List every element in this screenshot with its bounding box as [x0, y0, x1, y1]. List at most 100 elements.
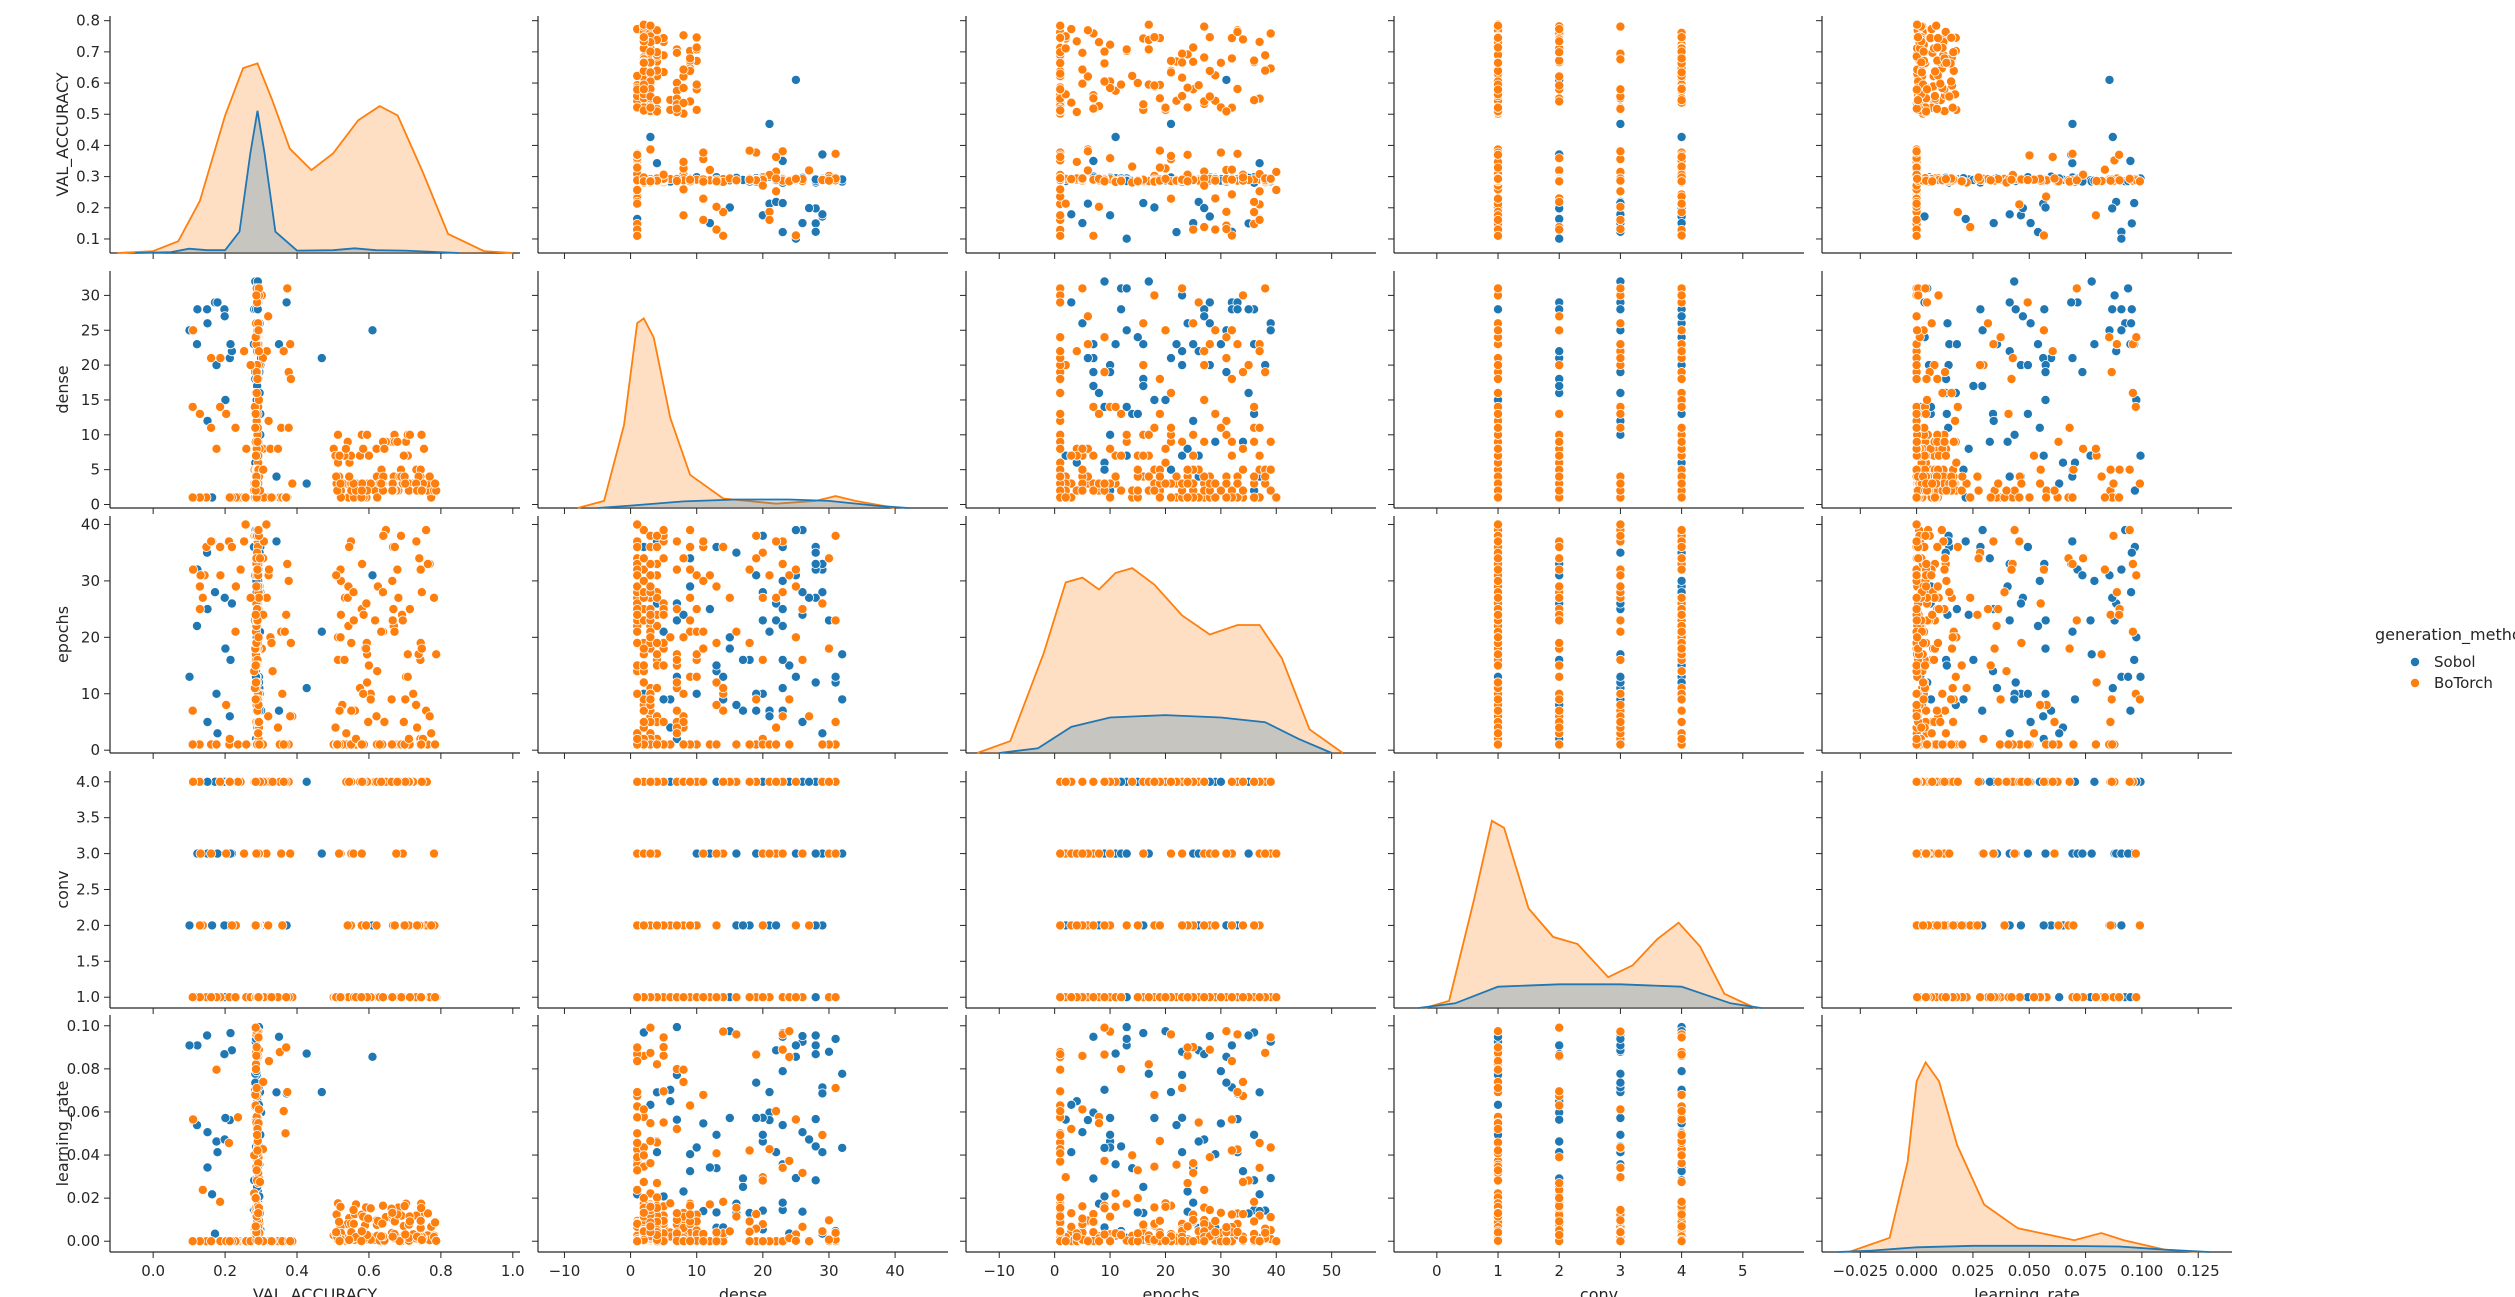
- scatter-point-botorch: [1154, 93, 1165, 104]
- scatter-point-botorch: [2041, 492, 2052, 503]
- scatter-point-botorch: [2024, 150, 2035, 161]
- scatter-point-botorch: [403, 733, 414, 744]
- scatter-point-botorch: [1975, 360, 1986, 371]
- scatter-point-botorch: [1615, 318, 1626, 329]
- panel-dense-vs-epochs: [960, 271, 1376, 514]
- scatter-point-botorch: [363, 717, 374, 728]
- scatter-point-botorch: [250, 478, 261, 489]
- scatter-point-botorch: [678, 210, 689, 221]
- scatter-point-botorch: [252, 564, 263, 575]
- scatter-point-botorch: [1993, 478, 2004, 489]
- y-tick-label: 0: [90, 496, 100, 514]
- scatter-point-botorch: [2024, 492, 2035, 503]
- scatter-point-botorch: [1493, 408, 1504, 419]
- scatter-point-sobol: [2038, 450, 2049, 461]
- y-tick-label: 15: [81, 391, 100, 409]
- scatter-point-botorch: [632, 162, 643, 173]
- scatter-point-botorch: [2029, 450, 2040, 461]
- scatter-point-botorch: [1188, 42, 1199, 53]
- scatter-point-botorch: [411, 536, 422, 547]
- scatter-point-sobol: [1977, 525, 1988, 536]
- scatter-point-botorch: [1615, 422, 1626, 433]
- scatter-point-botorch: [678, 156, 689, 167]
- scatter-point-botorch: [2134, 478, 2145, 489]
- scatter-point-sobol: [316, 626, 327, 637]
- scatter-point-sobol: [1243, 387, 1254, 398]
- scatter-point-botorch: [1238, 172, 1249, 183]
- scatter-point-botorch: [632, 519, 643, 530]
- scatter-point-botorch: [632, 198, 643, 209]
- scatter-point-sobol: [1099, 464, 1110, 475]
- scatter-point-botorch: [1493, 492, 1504, 503]
- scatter-point-botorch: [678, 64, 689, 75]
- y-axis-label-VAL_ACCURACY: VAL_ACCURACY: [53, 72, 73, 197]
- scatter-point-botorch: [1143, 44, 1154, 55]
- scatter-point-botorch: [665, 632, 676, 643]
- scatter-point-botorch: [1931, 20, 1942, 31]
- scatter-point-botorch: [1071, 107, 1082, 118]
- scatter-point-botorch: [404, 604, 415, 615]
- scatter-point-botorch: [1238, 464, 1249, 475]
- scatter-point-botorch: [421, 525, 432, 536]
- scatter-point-botorch: [2124, 464, 2135, 475]
- scatter-point-sobol: [2126, 587, 2137, 598]
- scatter-point-botorch: [1055, 173, 1066, 184]
- scatter-point-botorch: [251, 387, 262, 398]
- scatter-point-botorch: [1978, 733, 1989, 744]
- scatter-point-botorch: [1182, 492, 1193, 503]
- scatter-point-sobol: [301, 776, 312, 787]
- scatter-point-botorch: [1931, 103, 1942, 114]
- y-tick-label: 0: [90, 741, 100, 759]
- scatter-point-botorch: [671, 677, 682, 688]
- scatter-point-botorch: [731, 626, 742, 637]
- scatter-point-botorch: [1094, 37, 1105, 48]
- scatter-point-botorch: [211, 739, 222, 750]
- scatter-point-botorch: [1946, 694, 1957, 705]
- scatter-point-sobol: [1094, 387, 1105, 398]
- scatter-point-botorch: [1911, 311, 1922, 322]
- scatter-point-botorch: [371, 920, 382, 931]
- scatter-point-botorch: [263, 920, 274, 931]
- scatter-point-botorch: [402, 671, 413, 682]
- scatter-point-sobol: [219, 311, 230, 322]
- scatter-point-botorch: [372, 666, 383, 677]
- scatter-point-botorch: [1947, 643, 1958, 654]
- scatter-point-botorch: [1099, 332, 1110, 343]
- scatter-point-botorch: [1676, 53, 1687, 64]
- scatter-point-botorch: [1232, 26, 1243, 37]
- scatter-point-botorch: [267, 666, 278, 677]
- scatter-point-botorch: [1985, 660, 1996, 671]
- scatter-point-botorch: [1946, 739, 1957, 750]
- scatter-point-botorch: [230, 626, 241, 637]
- scatter-point-botorch: [698, 193, 709, 204]
- scatter-point-botorch: [253, 632, 264, 643]
- scatter-point-botorch: [2003, 739, 2014, 750]
- scatter-point-botorch: [1554, 71, 1565, 82]
- scatter-point-botorch: [1554, 153, 1565, 164]
- scatter-point-botorch: [830, 148, 841, 159]
- scatter-point-botorch: [1121, 429, 1132, 440]
- scatter-point-botorch: [1493, 609, 1504, 620]
- scatter-point-botorch: [2053, 436, 2064, 447]
- scatter-point-botorch: [645, 102, 656, 113]
- scatter-point-sobol: [810, 218, 821, 229]
- scatter-point-botorch: [1166, 492, 1177, 503]
- y-tick-label: 5: [90, 461, 100, 479]
- scatter-point-sobol: [652, 158, 663, 169]
- scatter-point-botorch: [1166, 193, 1177, 204]
- scatter-point-botorch: [1182, 478, 1193, 489]
- scatter-point-botorch: [285, 339, 296, 350]
- scatter-point-sobol: [1960, 536, 1971, 547]
- scatter-point-botorch: [224, 733, 235, 744]
- scatter-point-botorch: [698, 626, 709, 637]
- scatter-point-botorch: [416, 739, 427, 750]
- scatter-point-sobol: [2126, 304, 2137, 315]
- scatter-point-botorch: [1055, 184, 1066, 195]
- scatter-point-botorch: [239, 536, 250, 547]
- scatter-point-sobol: [2125, 155, 2136, 166]
- scatter-point-botorch: [1154, 408, 1165, 419]
- scatter-point-botorch: [252, 436, 263, 447]
- scatter-point-botorch: [376, 478, 387, 489]
- scatter-point-botorch: [1554, 592, 1565, 603]
- scatter-point-botorch: [1947, 632, 1958, 643]
